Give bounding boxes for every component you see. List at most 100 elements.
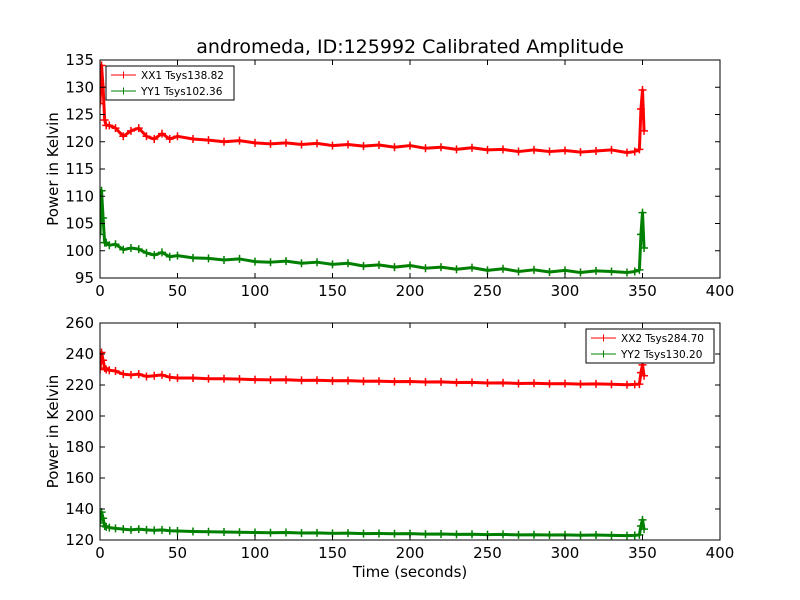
- data-point: [111, 240, 120, 249]
- data-point: [173, 374, 182, 383]
- data-point: [142, 248, 151, 257]
- data-point: [127, 525, 135, 534]
- data-point: [640, 126, 649, 135]
- data-point: [282, 528, 290, 537]
- data-point: [592, 531, 600, 540]
- data-point: [452, 378, 461, 387]
- data-point: [437, 263, 445, 272]
- data-point: [359, 529, 368, 538]
- legend-marker: [600, 334, 607, 342]
- data-point: [251, 138, 259, 147]
- bottom-panel: 0 50 100 150 200 250 300 350 400 120 140 160 180 200 2…: [44, 314, 734, 581]
- data-point: [134, 245, 143, 254]
- data-point: [297, 259, 306, 268]
- data-point: [150, 135, 159, 144]
- data-point: [344, 376, 352, 385]
- data-point: [189, 527, 197, 536]
- data-point: [638, 85, 647, 94]
- legend-frame: [585, 328, 715, 364]
- data-point: [150, 251, 159, 260]
- y-tick-label: 240: [65, 345, 94, 363]
- data-point: [134, 525, 143, 534]
- data-point: [235, 136, 244, 145]
- data-point: [344, 259, 352, 268]
- data-point: [220, 137, 228, 146]
- data-point: [165, 252, 174, 261]
- data-point: [635, 530, 644, 539]
- data-point: [173, 527, 182, 536]
- y-axis-label: Power in Kelvin: [44, 375, 62, 489]
- data-point: [344, 140, 352, 149]
- data-point: [100, 99, 104, 108]
- data-point: [592, 266, 600, 275]
- data-point: [607, 531, 616, 540]
- data-point: [483, 378, 492, 387]
- data-point: [607, 145, 616, 154]
- data-point: [251, 257, 259, 266]
- data-point: [189, 135, 197, 144]
- data-point: [235, 375, 244, 384]
- x-tick-label: 400: [706, 282, 735, 300]
- data-point: [127, 370, 135, 379]
- series-1: [100, 508, 649, 540]
- data-point: [105, 523, 114, 532]
- y-tick-label: 135: [65, 51, 94, 69]
- x-tick-label: 100: [241, 282, 270, 300]
- data-point: [220, 256, 228, 265]
- x-tick-label: 350: [628, 282, 657, 300]
- data-point: [127, 126, 135, 135]
- data-point: [235, 254, 244, 263]
- legend-frame: [105, 65, 235, 101]
- data-point: [105, 121, 114, 130]
- data-point: [437, 143, 445, 152]
- legend-marker: [120, 71, 127, 79]
- y-tick-label: 140: [65, 500, 94, 518]
- legend-label: YY1 Tsys102.36: [140, 86, 223, 98]
- data-point: [165, 526, 174, 535]
- data-point: [421, 378, 430, 387]
- data-point: [468, 143, 476, 152]
- x-axis-label: Time (seconds): [352, 563, 468, 581]
- y-tick-label: 120: [65, 133, 94, 151]
- data-point: [158, 370, 166, 379]
- data-point: [390, 263, 399, 272]
- data-point: [545, 379, 554, 388]
- data-point: [545, 268, 554, 277]
- data-point: [111, 124, 120, 133]
- x-tick-label: 50: [168, 282, 187, 300]
- data-point: [561, 146, 569, 155]
- data-point: [390, 377, 399, 386]
- data-point: [530, 145, 538, 154]
- y-tick-label: 200: [65, 407, 94, 425]
- data-point: [100, 518, 104, 527]
- y-tick-label: 120: [65, 531, 94, 549]
- data-point: [220, 527, 228, 536]
- data-point: [468, 530, 476, 539]
- data-point: [282, 257, 290, 266]
- data-point: [421, 264, 430, 273]
- data-point: [297, 529, 306, 538]
- y-tick-label: 260: [65, 314, 94, 332]
- data-point: [189, 374, 197, 383]
- data-point: [545, 531, 554, 540]
- legend-label: YY2 Tsys130.20: [620, 349, 702, 361]
- data-point: [105, 366, 114, 375]
- data-point: [514, 379, 523, 388]
- data-point: [623, 380, 631, 389]
- data-point: [158, 525, 166, 534]
- y-tick-label: 160: [65, 469, 94, 487]
- data-point: [530, 265, 538, 274]
- data-point: [189, 253, 197, 262]
- data-point: [375, 141, 383, 150]
- data-point: [100, 61, 106, 70]
- data-point: [640, 525, 649, 534]
- legend-marker: [120, 87, 127, 95]
- data-point: [623, 148, 631, 157]
- y-tick-label: 95: [75, 269, 94, 287]
- data-point: [576, 148, 585, 157]
- data-point: [111, 367, 120, 376]
- data-point: [100, 230, 104, 239]
- x-tick-label: 0: [95, 544, 105, 562]
- data-point: [607, 267, 616, 276]
- y-tick-label: 180: [65, 438, 94, 456]
